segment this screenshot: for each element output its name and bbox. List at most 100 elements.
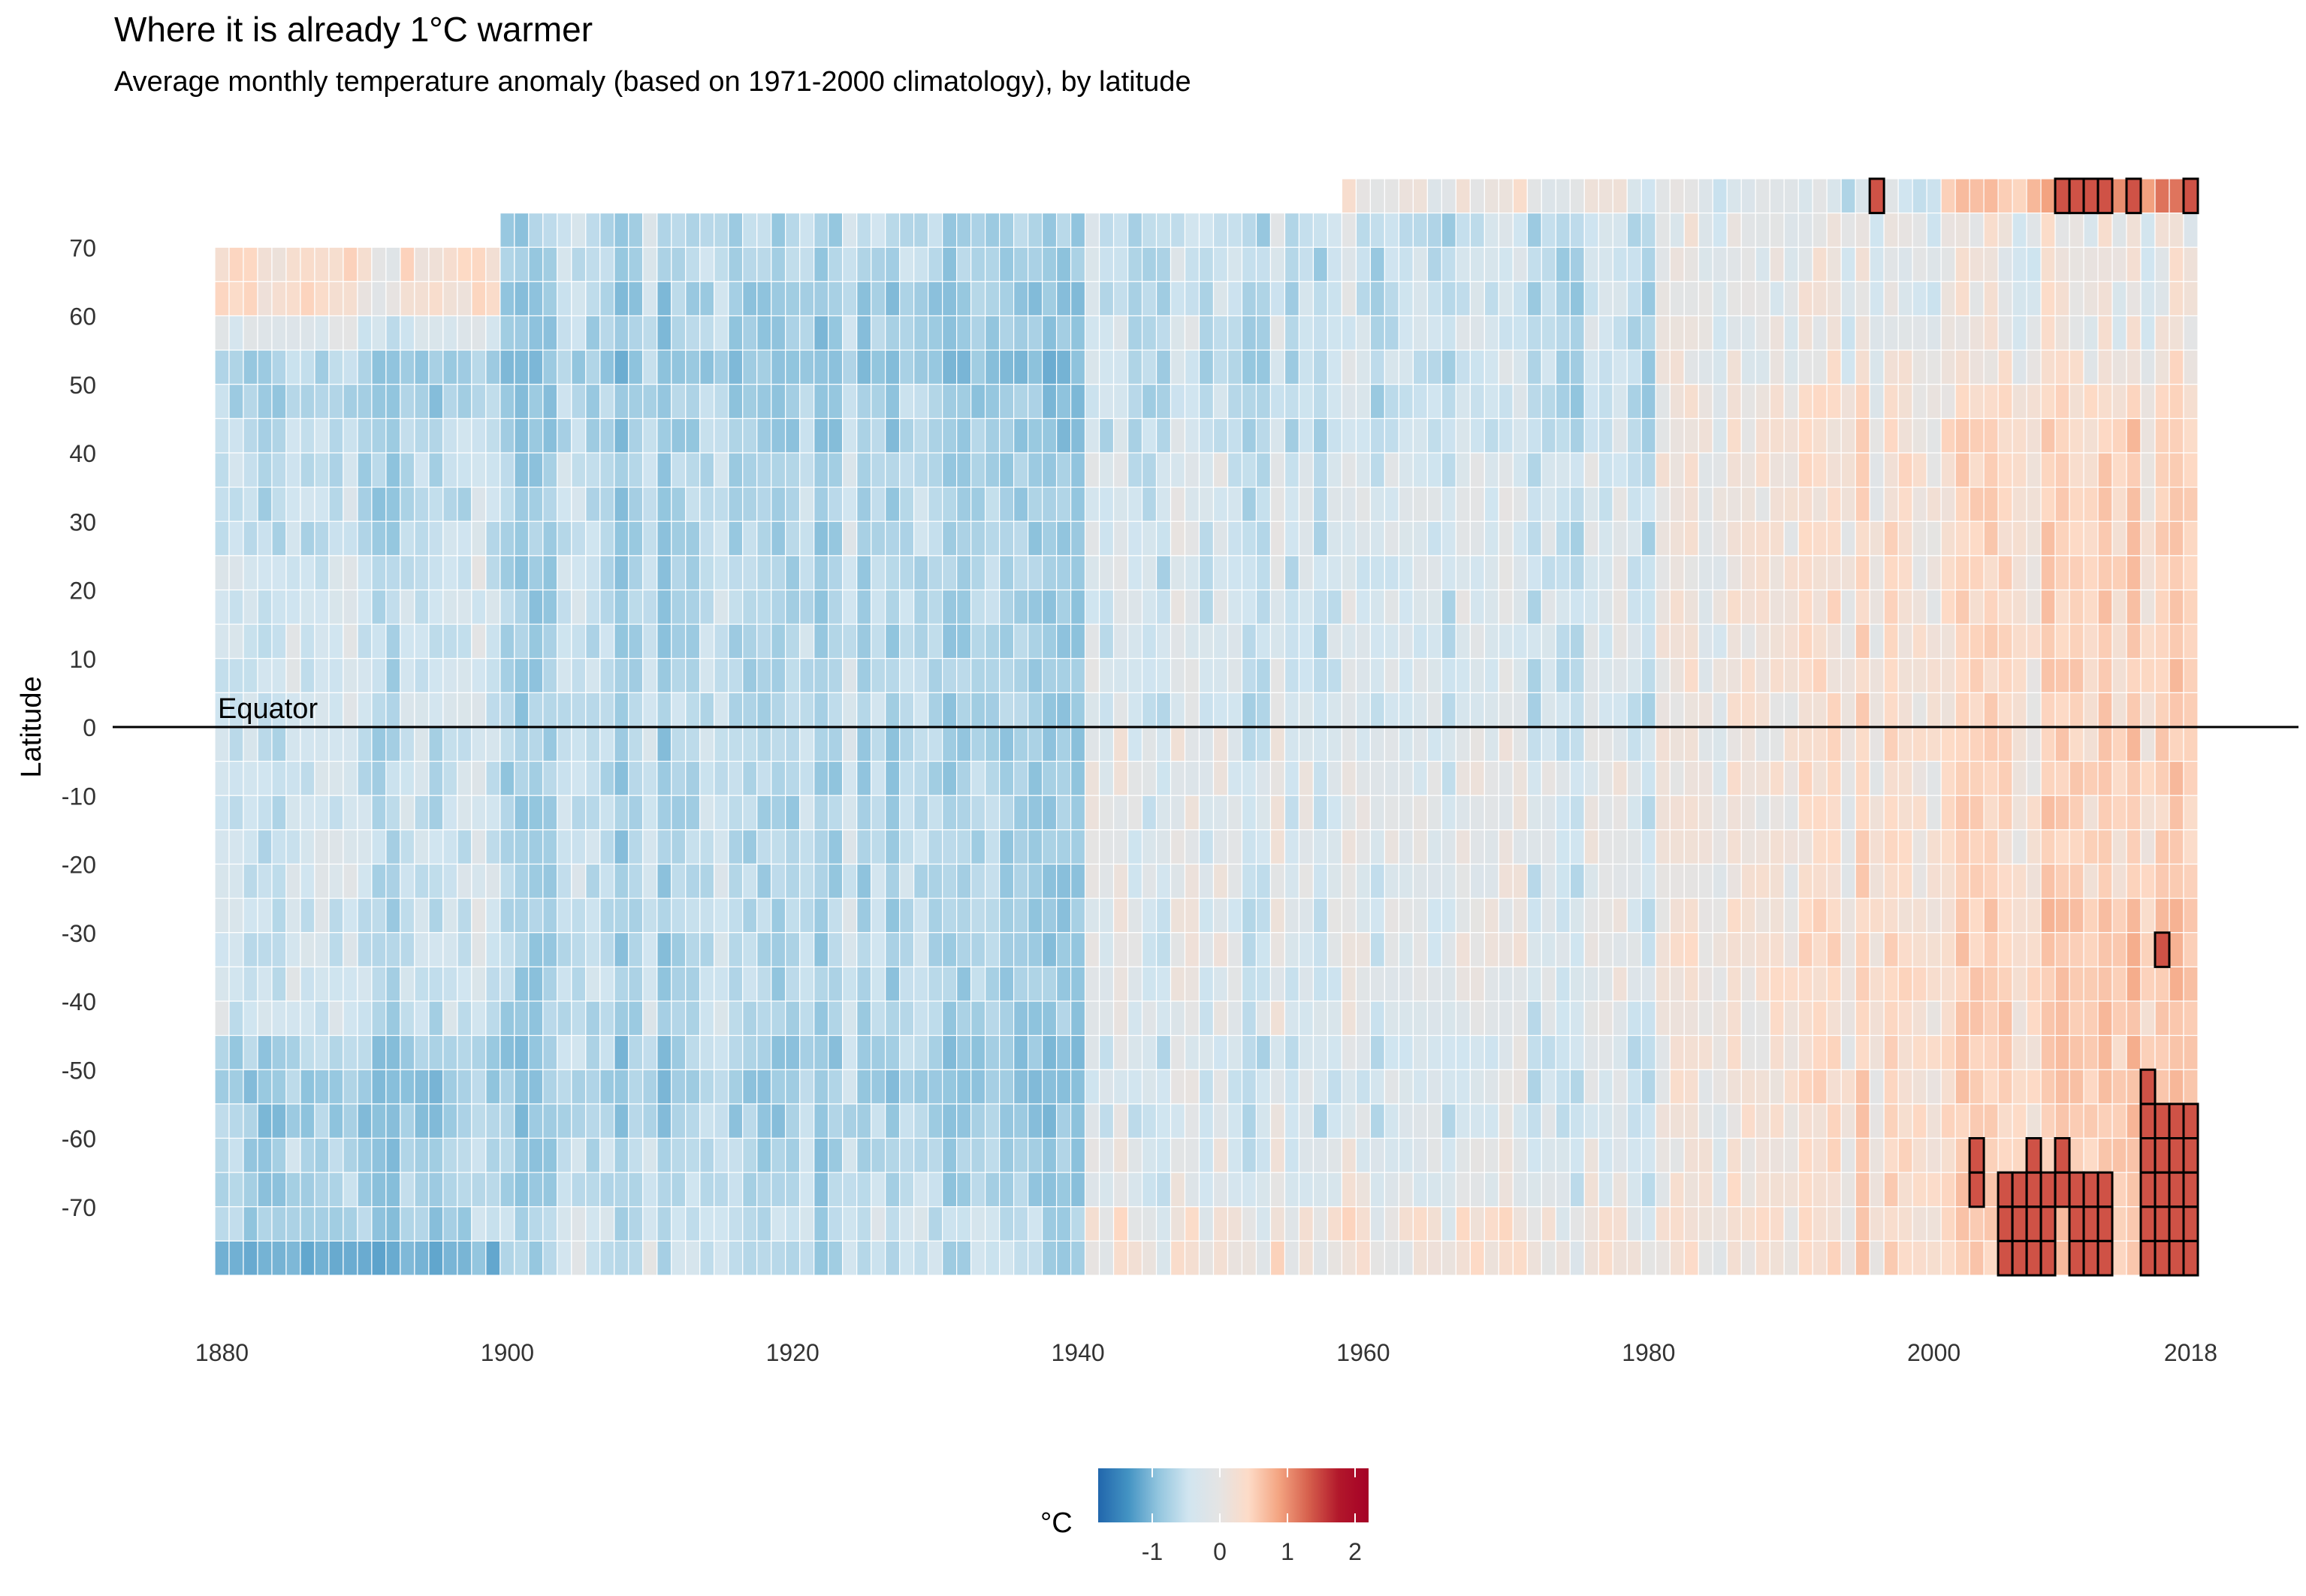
heatmap-cell <box>1669 281 1685 317</box>
heatmap-cell <box>414 1172 430 1208</box>
heatmap-cell <box>628 349 644 385</box>
x-axis-ticks: 1880 1900 1920 1940 1960 1980 2000 2018 <box>195 1339 2217 1366</box>
heatmap-cell <box>1327 487 1343 522</box>
heatmap-cell <box>1255 281 1272 317</box>
heatmap-cell <box>1426 213 1442 248</box>
heatmap-cell <box>1455 1069 1471 1105</box>
heatmap-cell <box>1598 384 1613 419</box>
heatmap-cell <box>942 246 958 282</box>
heatmap-cell <box>656 213 672 248</box>
heatmap-cell <box>1626 520 1642 557</box>
heatmap-cell <box>1840 487 1856 522</box>
heatmap-cell <box>1598 1103 1613 1139</box>
heatmap-cell <box>1269 658 1286 693</box>
heatmap-cell <box>856 966 872 1002</box>
heatmap-cell <box>1498 384 1514 419</box>
heatmap-cell <box>1940 898 1956 934</box>
heatmap-cell <box>985 213 1001 248</box>
heatmap-cell <box>1912 623 1927 659</box>
heatmap-cell <box>771 418 786 454</box>
heatmap-cell <box>214 1069 230 1105</box>
heatmap-cell <box>1369 1172 1386 1208</box>
heatmap-cell <box>2126 623 2142 659</box>
heatmap-cell <box>2154 623 2170 659</box>
heatmap-cell <box>671 863 687 899</box>
heatmap-cell <box>1826 281 1842 317</box>
heatmap-cell <box>1926 795 1942 831</box>
heatmap-cell <box>1983 349 1999 385</box>
heatmap-cell <box>928 898 943 934</box>
heatmap-cell <box>1855 1000 1870 1036</box>
heatmap-cell <box>1027 246 1043 282</box>
heatmap-cell <box>628 726 644 762</box>
heatmap-cell <box>1055 315 1072 351</box>
heatmap-cell <box>642 966 658 1002</box>
heatmap-cell <box>985 1035 1001 1070</box>
heatmap-cell <box>1555 623 1571 659</box>
heatmap-cell <box>1869 1069 1885 1105</box>
heatmap-cell <box>756 1000 772 1036</box>
heatmap-cell <box>1740 418 1756 454</box>
heatmap-cell <box>371 623 387 659</box>
heatmap-cell <box>1812 1103 1828 1139</box>
heatmap-cell <box>414 966 430 1002</box>
heatmap-cell <box>1855 418 1870 454</box>
heatmap-cell <box>400 418 415 454</box>
heatmap-cell <box>2183 761 2199 796</box>
heatmap-cell <box>1740 178 1756 214</box>
heatmap-cell <box>942 487 958 522</box>
heatmap-cell <box>1983 384 1999 419</box>
heatmap-cell <box>928 1240 943 1276</box>
heatmap-cell <box>1740 315 1756 351</box>
heatmap-cell <box>1626 1103 1642 1139</box>
heatmap-cell <box>985 623 1001 659</box>
heatmap-cell <box>1269 932 1286 967</box>
heatmap-cell <box>214 726 230 762</box>
color-legend: °C -1 0 1 2 <box>1040 1468 1369 1565</box>
heatmap-cell <box>699 1172 715 1208</box>
heatmap-cell <box>1783 520 1799 557</box>
heatmap-cell <box>1969 315 1985 351</box>
heatmap-cell <box>1355 1103 1372 1139</box>
heatmap-cell <box>928 1137 943 1173</box>
heatmap-cell <box>1912 315 1927 351</box>
heatmap-cell <box>2154 829 2170 865</box>
heatmap-cell <box>2169 349 2184 385</box>
heatmap-cell <box>1797 658 1813 693</box>
heatmap-cell <box>1783 761 1799 796</box>
heatmap-cell <box>2111 1069 2127 1105</box>
heatmap-cell <box>1355 761 1372 796</box>
heatmap-cell <box>1897 349 1913 385</box>
heatmap-cell <box>1484 520 1499 557</box>
heatmap-cell <box>1541 1103 1556 1139</box>
heatmap-cell <box>343 966 358 1002</box>
heatmap-cell <box>1526 726 1542 762</box>
heatmap-cell <box>557 863 572 899</box>
heatmap-cell <box>514 1172 530 1208</box>
heatmap-cell <box>1698 384 1713 419</box>
heatmap-cell <box>1912 555 1927 591</box>
heatmap-cell <box>756 246 772 282</box>
heatmap-cell <box>357 692 373 728</box>
heatmap-cell <box>1441 487 1456 522</box>
heatmap-cell <box>2183 281 2199 317</box>
heatmap-cell <box>1969 281 1985 317</box>
heatmap-cell <box>742 418 758 454</box>
heatmap-cell <box>1269 1035 1286 1070</box>
heatmap-cell <box>728 726 744 762</box>
heatmap-cell <box>1569 1172 1585 1208</box>
heatmap-cell <box>1598 898 1613 934</box>
heatmap-cell <box>442 658 458 693</box>
heatmap-cell <box>742 520 758 557</box>
heatmap-cell <box>928 1069 943 1105</box>
heatmap-cell <box>970 246 986 282</box>
heatmap-cell <box>1184 384 1200 419</box>
heatmap-cell <box>1155 315 1172 351</box>
heatmap-cell <box>285 658 301 693</box>
heatmap-cell <box>1084 966 1100 1002</box>
heatmap-cell <box>756 487 772 522</box>
heatmap-cell <box>1455 1206 1471 1242</box>
heatmap-cell <box>1583 555 1599 591</box>
heatmap-cell <box>856 658 872 693</box>
heatmap-cell <box>2126 452 2142 488</box>
